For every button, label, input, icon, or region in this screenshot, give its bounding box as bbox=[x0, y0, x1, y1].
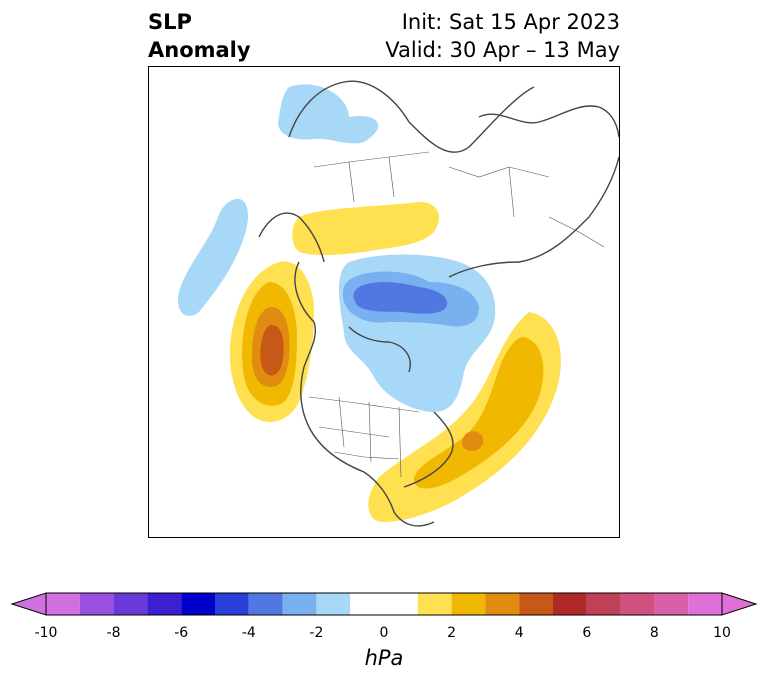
colorbar-cell bbox=[519, 593, 553, 615]
anomaly-pacific-high-4 bbox=[260, 325, 284, 376]
colorbar-tick-label: -10 bbox=[34, 625, 58, 641]
colorbar-tick-label: 2 bbox=[447, 625, 457, 641]
colorbar-outline bbox=[45, 592, 723, 616]
colorbar-extend-high bbox=[721, 592, 758, 616]
colorbar-cell bbox=[316, 593, 351, 615]
coastlines bbox=[258, 80, 619, 527]
anomaly-atlantic-high-3 bbox=[462, 431, 484, 451]
colorbar-cell bbox=[46, 593, 80, 615]
colorbar bbox=[10, 592, 758, 616]
colorbar-cell bbox=[215, 593, 249, 615]
colorbar-cell bbox=[282, 593, 317, 615]
colorbar-cell bbox=[688, 593, 722, 615]
colorbar-extend-low bbox=[10, 592, 47, 616]
colorbar-tick-label: -4 bbox=[241, 625, 256, 641]
colorbar-tick-label: 10 bbox=[713, 625, 731, 641]
colorbar-cell bbox=[248, 593, 283, 615]
colorbar-tick-label: -8 bbox=[106, 625, 121, 641]
political-borders bbox=[308, 151, 605, 478]
valid-info: Init: Sat 15 Apr 2023 Valid: 30 Apr – 13… bbox=[385, 8, 620, 64]
colorbar-cell bbox=[654, 593, 689, 615]
colorbar-tick-label: -6 bbox=[174, 625, 189, 641]
colorbar-tick-label: 6 bbox=[582, 625, 592, 641]
map-panel bbox=[148, 66, 620, 538]
map-svg bbox=[177, 80, 619, 527]
title-line-1: SLP bbox=[148, 10, 192, 34]
colorbar-cell bbox=[350, 593, 418, 615]
colorbar-cell bbox=[620, 593, 655, 615]
anomaly-fields bbox=[177, 84, 561, 522]
colorbar-tick-label: 8 bbox=[649, 625, 659, 641]
colorbar-cell bbox=[181, 593, 215, 615]
colorbar-cell bbox=[485, 593, 520, 615]
anomaly-arctic-low-core bbox=[353, 282, 448, 314]
init-date: Init: Sat 15 Apr 2023 bbox=[401, 10, 620, 34]
colorbar-tick-label: -2 bbox=[309, 625, 324, 641]
anomaly-pacific-low bbox=[177, 198, 249, 316]
chart-title: SLP Anomaly bbox=[148, 8, 251, 64]
valid-range: Valid: 30 Apr – 13 May bbox=[385, 38, 620, 62]
colorbar-cell bbox=[113, 593, 148, 615]
anomaly-atlantic-high-2 bbox=[414, 337, 544, 489]
colorbar-cell bbox=[79, 593, 114, 615]
colorbar-cell bbox=[586, 593, 621, 615]
colorbar-cell bbox=[451, 593, 486, 615]
colorbar-cell bbox=[553, 593, 587, 615]
anomaly-siberia-high bbox=[292, 202, 439, 256]
anomaly-europe-low bbox=[278, 84, 379, 144]
colorbar-cell bbox=[147, 593, 182, 615]
colorbar-tick-label: 4 bbox=[514, 625, 524, 641]
colorbar-cell bbox=[417, 593, 452, 615]
title-line-2: Anomaly bbox=[148, 38, 251, 62]
colorbar-tick-label: 0 bbox=[379, 625, 389, 641]
colorbar-unit: hPa bbox=[364, 646, 404, 670]
